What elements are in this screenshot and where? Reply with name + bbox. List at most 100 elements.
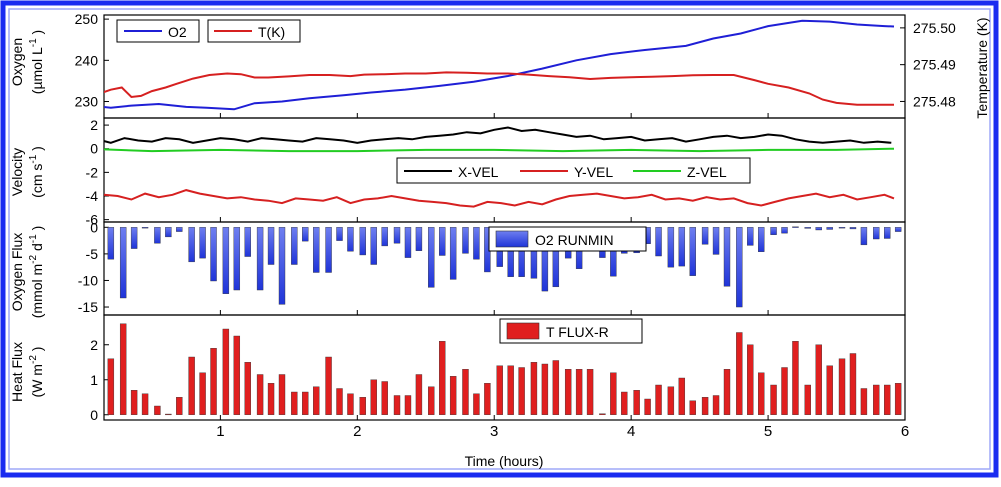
bar [302,391,309,415]
bar [130,227,138,249]
bar [278,227,286,305]
y-tick-label: 2 [90,117,98,133]
bar [256,374,264,415]
bar [199,227,206,259]
bar [815,344,822,415]
y-label-heat-flux-line1: Heat Flux [9,342,25,402]
y2-tick-label: 275.48 [913,93,956,109]
legend-label-y-vel: Y-VEL [574,164,613,180]
y-label-oxygen-line2: (µmol L-1 ) [28,30,45,94]
y-tick-label: -10 [78,272,98,288]
bar [141,393,149,415]
series-line-t-k- [104,71,894,106]
y-label-part: (W m [29,364,45,397]
bar [838,358,846,415]
bar [736,332,743,415]
legend-label-x-vel: X-VEL [458,164,499,180]
bar [267,383,275,415]
y-tick-label: -5 [86,246,99,262]
bar [781,367,788,415]
bar [701,227,709,245]
x-tick-label: 2 [353,423,361,440]
legend-box-tk [207,19,301,43]
bar [723,227,731,287]
legend-label-o2: O2 [168,24,187,40]
bar [439,227,446,256]
bar [154,405,161,415]
series-line-z-vel [104,147,895,153]
bar [233,335,241,415]
legend-label-z-vel: Z-VEL [687,164,727,180]
bar [873,227,880,240]
bar [244,362,251,415]
bar [758,372,765,415]
bar [210,348,217,415]
bar [667,227,675,268]
bar [439,341,446,415]
y-label-velocity-line1: Velocity [9,148,25,196]
bar [894,227,902,232]
bar [462,369,469,415]
y-label-part: ) [29,347,45,356]
y-tick-label: 230 [75,94,99,110]
y-label-velocity-line2: (cm s-1 ) [28,146,45,198]
y-tick-label: 1 [90,372,98,388]
x-tick-label: 1 [216,423,224,440]
bar [884,227,891,239]
bar [712,395,720,415]
bar [689,227,696,276]
bar [541,363,549,415]
bar [302,227,309,242]
bar [575,369,583,415]
bar [428,227,435,288]
bar [894,383,902,415]
bar [678,227,686,267]
y2-tick-label: 275.50 [913,20,956,36]
bar [415,374,423,415]
bar [313,227,320,273]
outer-frame [0,0,999,478]
bar [291,227,298,265]
bar [723,369,731,415]
bar [393,227,401,244]
bar [404,395,412,415]
bar [188,356,195,415]
bar [804,384,811,415]
bar [689,400,696,415]
bar [655,384,662,415]
bar [449,376,457,415]
y-tick-label: 0 [90,141,98,157]
bar [176,397,183,415]
y-label-superscript: -1 [28,154,39,163]
y2-axis-label: Temperature (K) [974,17,990,118]
bar [359,397,366,415]
series-line-x-vel [104,126,892,144]
y-label-part: d [29,243,45,255]
legend-label-t-flux-r: T FLUX-R [546,324,609,340]
bar [176,227,183,232]
legend-label-tk: T(K) [258,24,285,40]
panel-frame-4 [103,314,906,421]
bar [222,227,230,294]
y-tick-label: 250 [75,11,99,27]
bar [826,227,833,230]
y-label-oxygen-flux-line1: Oxygen Flux [9,233,25,312]
y-label-oxygen-line1: Oxygen [9,38,25,86]
bar [530,362,538,415]
y-label-superscript: -1 [28,234,39,243]
bar [564,369,572,415]
bar [826,365,833,415]
bar [233,227,241,291]
bar [667,386,675,415]
bar [244,227,251,257]
bar [518,367,525,415]
bar [747,344,754,415]
bar [860,388,868,415]
bar [404,227,412,258]
bar [428,386,435,415]
y-label-part: (µmol L [29,47,45,94]
bar [359,227,366,256]
bar [130,390,138,415]
y-tick-label: -4 [86,188,99,204]
